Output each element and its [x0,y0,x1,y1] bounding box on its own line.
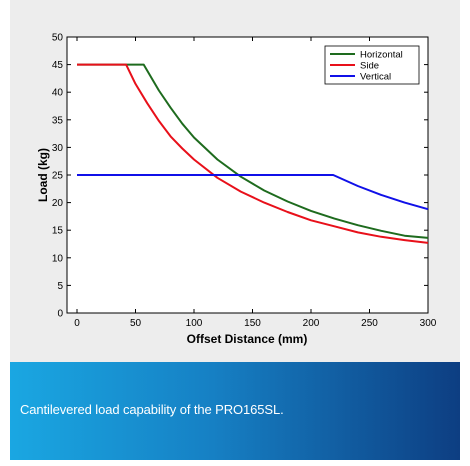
y-axis-label: Load (kg) [36,148,50,202]
series-line-horizontal [77,63,429,239]
legend-label: Vertical [360,72,391,83]
y-tick-label: 10 [52,253,64,264]
x-tick-label: 300 [420,318,437,329]
x-tick-label: 200 [303,318,320,329]
load-chart: 0 50 100 150 200 250 300 0 5 10 15 20 25 30 35 40 45 50 H… [36,33,437,347]
y-tick-label: 45 [52,60,64,71]
figure-caption: Cantilevered load capability of the PRO1… [20,402,284,417]
y-tick-label: 35 [52,115,64,126]
series-lines [77,63,429,244]
x-axis-label: Offset Distance (mm) [187,332,308,346]
legend-label: Horizontal [360,50,403,61]
y-tick-label: 0 [57,309,63,320]
caption-band: Cantilevered load capability of the PRO1… [10,362,460,460]
y-tick-label: 40 [52,88,64,99]
y-tick-label: 20 [52,198,64,209]
y-tick-label: 30 [52,143,64,154]
x-tick-label: 0 [74,318,80,329]
figure-card: 0 50 100 150 200 250 300 0 5 10 15 20 25 30 35 40 45 50 H… [10,0,460,460]
y-tick-label: 25 [52,171,64,182]
x-tick-label: 100 [186,318,203,329]
y-tick-label: 15 [52,226,64,237]
y-tick-label: 5 [57,281,63,292]
series-line-vertical [77,174,429,211]
y-tick-label: 50 [52,33,64,44]
series-line-side [77,63,429,244]
x-tick-label: 250 [361,318,378,329]
legend-label: Side [360,61,379,72]
axis-ticks: 0 50 100 150 200 250 300 0 5 10 15 20 25 30 35 40 45 50 [52,33,437,330]
x-tick-label: 150 [244,318,261,329]
chart-area: 0 50 100 150 200 250 300 0 5 10 15 20 25 30 35 40 45 50 H… [10,0,460,360]
x-tick-label: 50 [130,318,142,329]
